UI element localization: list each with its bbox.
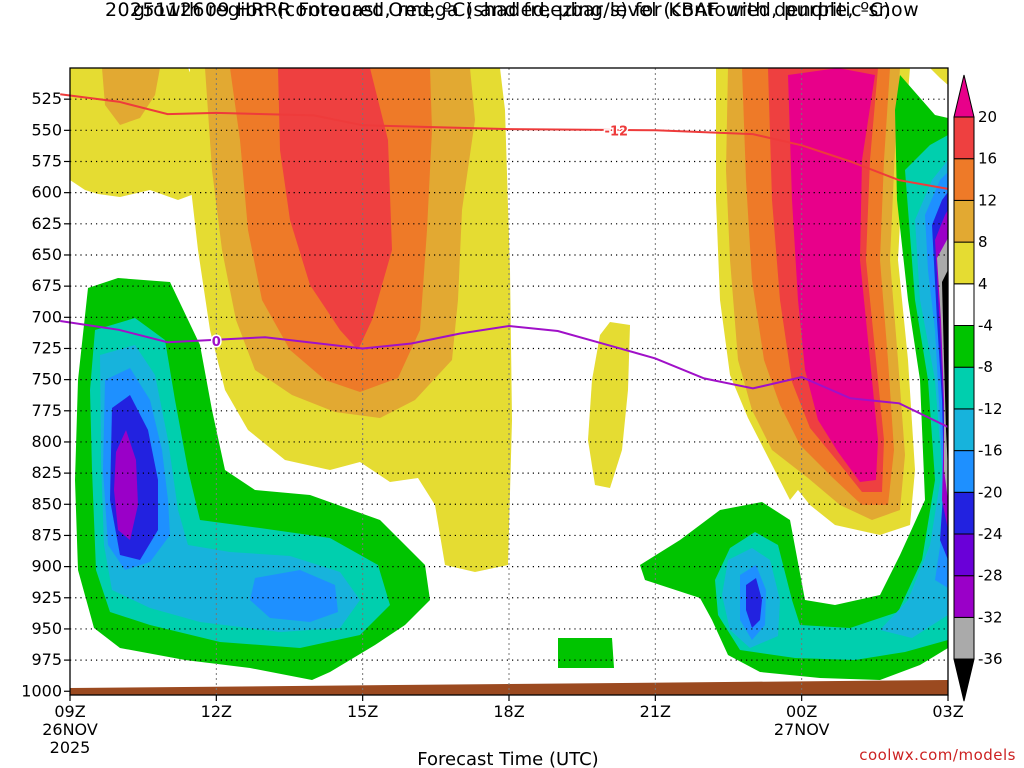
omega-region-magenta-right: [788, 68, 878, 482]
colorbar-segment: [953, 616, 975, 660]
omega-region-green-small: [558, 638, 614, 668]
x-tick-label-12Z: 12Z: [201, 702, 232, 721]
colorbar-segment: [953, 199, 975, 243]
y-tick-label-975: 975: [31, 650, 62, 669]
colorbar-label: 4: [978, 275, 988, 293]
colorbar-label: -32: [978, 608, 1003, 626]
y-tick-label-575: 575: [31, 151, 62, 170]
colorbar-segment: [953, 450, 975, 493]
colorbar-arrow-top: [953, 74, 975, 118]
y-tick-label-925: 925: [31, 588, 62, 607]
colorbar-segment: [953, 116, 975, 160]
y-tick-label-525: 525: [31, 89, 62, 108]
credit-text: coolwx.com/models: [859, 746, 1016, 764]
y-tick-label-750: 750: [31, 370, 62, 389]
x-tick-label-21Z: 21Z: [640, 702, 671, 721]
x-tick-label-09Z: 09Z: [54, 702, 85, 721]
ground-level-band: [70, 680, 948, 695]
omega-region-black-right: [942, 270, 948, 470]
colorbar-segment: [953, 408, 975, 452]
x-tick-label-00Z: 00Z: [786, 702, 817, 721]
colorbar-segment: [953, 325, 975, 368]
freezing-level-contour-label: 0: [212, 335, 221, 350]
y-tick-label-950: 950: [31, 619, 62, 638]
x-date-label: 27NOV: [774, 720, 830, 739]
colorbar-label: -8: [978, 358, 993, 376]
omega-region-blue-left-low: [250, 570, 338, 622]
colorbar-label: 16: [978, 150, 997, 168]
omega-region-violet-left: [114, 430, 138, 540]
y-tick-label-675: 675: [31, 276, 62, 295]
omega-region-darkblue-right-low: [746, 578, 762, 628]
colorbar-segment: [953, 283, 975, 326]
colorbar-label: -20: [978, 483, 1003, 501]
omega-region-yellow-corner: [930, 68, 948, 85]
colorbar-label: -12: [978, 400, 1003, 418]
colorbar-label: 12: [978, 191, 997, 209]
dendritic-growth-contour: [60, 93, 949, 190]
grid-lines: [70, 68, 948, 695]
colorbar-segment: [953, 366, 975, 410]
colorbar-label: 20: [978, 108, 997, 126]
y-tick-label-1000: 1000: [21, 681, 62, 700]
colorbar-segment: [953, 158, 975, 201]
colorbar-label: 8: [978, 233, 988, 251]
y-tick-label-900: 900: [31, 557, 62, 576]
colorbar-label: -16: [978, 442, 1003, 460]
y-tick-label-875: 875: [31, 525, 62, 544]
chart-title-line-2: growth region (contoured, red, ºC) and f…: [132, 0, 892, 21]
y-tick-label-725: 725: [31, 338, 62, 357]
y-tick-label-800: 800: [31, 432, 62, 451]
dendritic-growth-contour-label: -12: [605, 124, 629, 139]
y-tick-label-625: 625: [31, 214, 62, 233]
colorbar-segment: [953, 491, 975, 535]
colorbar: 20 16 12 8 4 -4 -8 -12 -16 -20 -24 -28 -32 -36: [953, 74, 1003, 702]
freezing-level-contour: [60, 320, 949, 428]
y-tick-label-650: 650: [31, 245, 62, 264]
x-axis-label: Forecast Time (UTC): [417, 749, 598, 768]
x-year-label: 2025: [50, 738, 91, 757]
y-tick-label-825: 825: [31, 463, 62, 482]
omega-region-orange-1: [102, 68, 160, 125]
colorbar-label: -28: [978, 567, 1003, 585]
y-tick-label-775: 775: [31, 401, 62, 420]
y-axis: 525 550 575 600 625 650 675 700 725 750 775 800 825 8…: [21, 89, 70, 700]
colorbar-label: -36: [978, 650, 1003, 668]
omega-region-cyan-left: [100, 345, 360, 632]
omega-region-green-right: [640, 75, 948, 680]
omega-region-yellow-3: [588, 322, 630, 488]
x-tick-label-03Z: 03Z: [932, 702, 963, 721]
y-tick-label-850: 850: [31, 494, 62, 513]
colorbar-arrow-bottom: [953, 658, 975, 702]
y-tick-label-550: 550: [31, 120, 62, 139]
omega-region-red-2: [278, 68, 392, 350]
x-tick-label-18Z: 18Z: [493, 702, 524, 721]
y-tick-label-600: 600: [31, 183, 62, 202]
x-tick-label-15Z: 15Z: [347, 702, 378, 721]
chart-title-line-1: 2025112609 HRRR Forecast Omega (shaded, …: [104, 0, 920, 21]
colorbar-segment: [953, 533, 975, 577]
colorbar-segment: [953, 241, 975, 285]
colorbar-label: -4: [978, 317, 993, 335]
y-tick-label-700: 700: [31, 307, 62, 326]
omega-shaded-field: [70, 68, 948, 695]
x-date-label: 26NOV: [42, 720, 98, 739]
colorbar-segment: [953, 575, 975, 618]
colorbar-label: -24: [978, 525, 1003, 543]
